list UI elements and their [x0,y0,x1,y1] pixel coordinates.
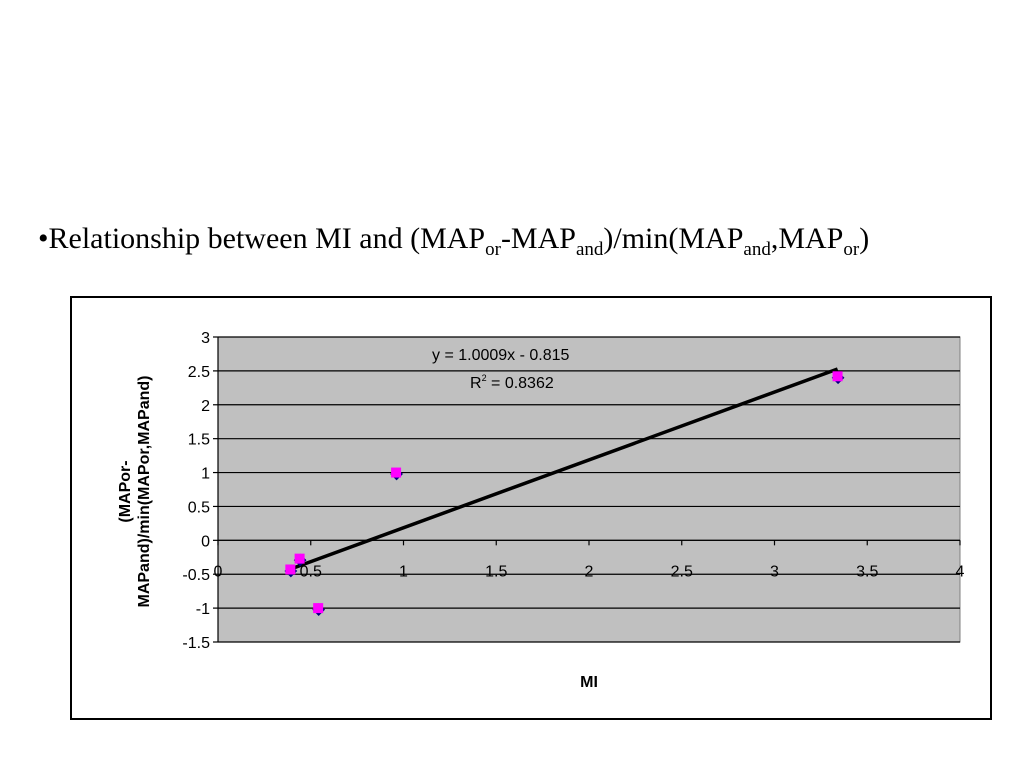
slide-title: •Relationship between MI and (MAPor-MAPa… [38,222,869,261]
title-subscript: or [485,239,501,260]
data-point [313,603,324,614]
y-tick-label: 0.5 [188,499,210,516]
data-point [294,553,305,564]
y-tick-label: 3 [201,330,210,347]
data-point [832,371,843,382]
y-tick-label: 2 [201,398,210,415]
title-text: ) [859,222,870,255]
x-axis-title: MI [580,674,598,691]
x-tick-label: 3.5 [856,563,878,580]
title-text: •Relationship between MI and (MAP [38,222,486,255]
y-tick-label: 2.5 [188,364,210,381]
scatter-chart: 32.521.510.50-0.5-1-1.50 0.5 1 1.5 2 2.5 3 3.5 4… [117,330,965,691]
x-tick-label: 3 [770,563,779,580]
title-text: )/min(MAP [603,222,744,255]
title-subscript: or [843,239,860,260]
trendline-r-squared: R2 = 0.8362 [470,373,554,392]
title-subscript: and [575,239,604,260]
x-tick-label: 2 [585,563,594,580]
x-tick-label: 0.5 [300,563,322,580]
x-tick-label: 0 [214,563,223,580]
y-tick-label: 0 [201,533,210,550]
x-tick-label: 1.5 [485,563,507,580]
title-text: ,MAP [770,222,844,255]
x-tick-label: 2.5 [671,563,693,580]
data-point [391,467,402,478]
y-tick-label: 1 [201,466,210,483]
y-tick-label: 1.5 [188,432,210,449]
trendline [289,367,839,571]
y-tick-label: -1.5 [182,635,210,652]
title-text: -MAP [500,222,576,255]
y-tick-label: -1 [196,601,210,618]
data-point [285,564,296,575]
x-tick-label: 1 [399,563,408,580]
x-tick-label: 4 [956,563,965,580]
trendline-equation: y = 1.0009x - 0.815 [432,347,570,364]
y-tick-label: -0.5 [182,567,210,584]
plot-area [217,336,961,643]
chart-frame: 3 2.5 2 1.5 1 0.5 0 -0.5 -1 -1.5 0 0.5 1 1.5 2 2.5 3 3.5 4… [70,296,992,720]
title-subscript: and [743,239,771,260]
y-axis-title: (MAPor- MAPand)/min(MAPor,MAPand) [117,376,153,608]
